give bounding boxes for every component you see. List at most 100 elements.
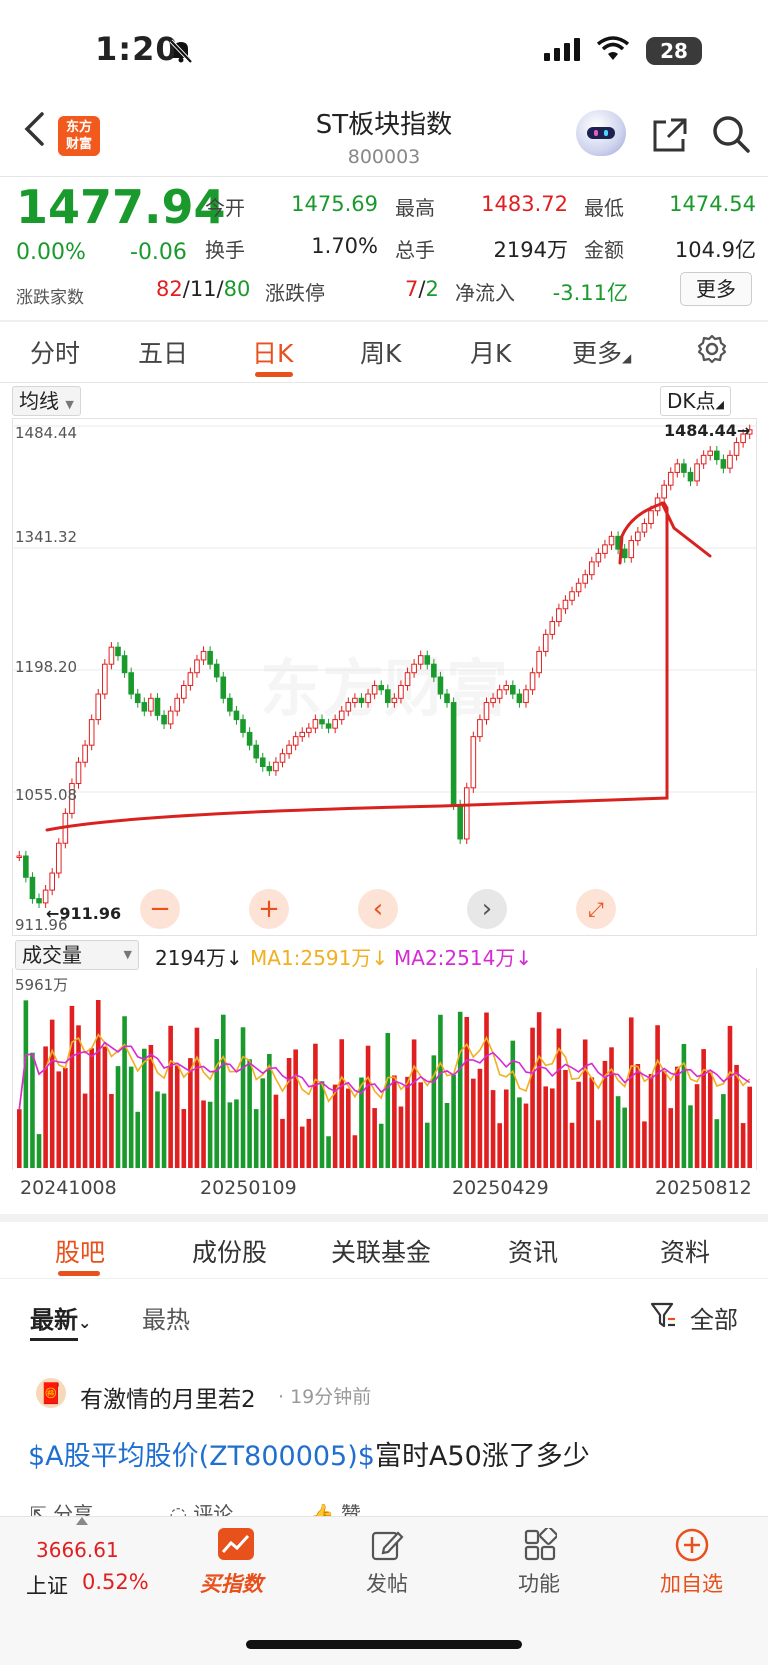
volume-bar [207,1101,213,1168]
sort-newest[interactable]: 最新⌄ [30,1306,92,1334]
candle-body [213,663,220,678]
functions-label[interactable]: 功能 [518,1572,560,1596]
post-label[interactable]: 发帖 [366,1572,408,1596]
cellular-signal-icon [544,38,584,66]
candle-body [628,540,635,559]
candle-body [569,591,575,601]
candle-body [444,693,450,704]
dk-point-button[interactable]: DK点◢ [660,386,731,416]
author-avatar[interactable]: 🧧 [36,1378,66,1408]
buy-index-label[interactable]: 买指数 [200,1572,263,1596]
fullscreen-icon[interactable]: ⤢ [576,889,616,929]
tab-profile[interactable]: 资料 [660,1238,711,1267]
tab-related-funds[interactable]: 关联基金 [331,1238,432,1267]
candle-body [621,548,628,559]
volume-bar [142,1048,147,1168]
low-value: 1474.54 [669,192,756,216]
back-icon[interactable] [22,110,46,157]
post-edit-icon[interactable] [370,1528,404,1566]
volume-bar [174,1065,180,1168]
y-tick-1: 1341.32 [15,528,78,546]
volume-bar [727,1025,733,1168]
index-name[interactable]: 上证 [26,1574,68,1598]
volume-current: 2194万↓ [155,946,243,970]
volume-bar [306,1118,312,1168]
tab-guba[interactable]: 股吧 [55,1238,106,1267]
share-icon[interactable] [651,116,689,158]
candle-body [88,719,95,746]
candle-body [384,689,391,704]
indicator-select[interactable]: 成交量 ▼ [15,940,139,970]
tab-five-day[interactable]: 五日 [138,339,189,368]
volume-bar [359,1077,364,1168]
settings-gear-icon[interactable] [697,334,727,371]
scroll-left-button[interactable]: ‹ [358,889,398,929]
volume-bar [721,1094,726,1168]
zoom-in-button[interactable]: + [249,889,289,929]
volume-ma-line [18,1033,751,1110]
more-button[interactable]: 更多 [680,272,752,306]
ma-select[interactable]: 均线 ▼ [12,386,81,416]
candle-body [233,710,240,721]
candle-body [483,702,490,721]
volume-bar [155,1091,160,1168]
author-name[interactable]: 有激情的月里若2 [80,1387,256,1413]
tab-intraday[interactable]: 分时 [30,339,81,368]
volume-bar [378,1123,384,1168]
candle-body [306,727,312,733]
tab-constituents[interactable]: 成份股 [192,1238,268,1267]
volume-bar [694,1084,700,1168]
volume-bar [168,1025,173,1168]
volume-max-label: 5961万 [15,976,69,994]
add-watchlist-label[interactable]: 加自选 [660,1572,723,1596]
expand-caret-icon[interactable] [76,1517,88,1525]
scroll-right-button[interactable]: › [467,889,507,929]
volume-bar [82,1093,88,1168]
volume-chart[interactable] [12,968,757,1170]
kline-chart[interactable] [12,418,757,936]
assistant-robot-icon[interactable] [576,110,626,156]
tab-monthly-k[interactable]: 月K [470,339,512,368]
volume-bar [372,1108,377,1168]
amount-value: 104.9亿 [674,238,756,262]
candle-body [148,697,154,712]
volume-bar [622,1107,627,1168]
y-tick-2: 1198.20 [15,658,78,676]
candle-body [667,471,674,486]
candle-body [325,723,332,729]
volume-bar [49,1019,55,1168]
index-pct[interactable]: 0.52% [82,1570,149,1594]
turnover-label: 换手 [205,238,245,262]
add-watchlist-icon[interactable] [674,1527,710,1567]
candle-body [727,454,733,469]
volume-bar [661,1071,667,1168]
x-date-2: 20250429 [452,1177,549,1199]
tab-weekly-k[interactable]: 周K [360,339,402,368]
index-value[interactable]: 3666.61 [36,1538,119,1562]
filter-all[interactable]: 全部 [690,1306,738,1334]
search-icon[interactable] [711,114,751,158]
filter-icon[interactable] [650,1301,676,1333]
tab-daily-k[interactable]: 日K [252,339,294,368]
buy-index-icon[interactable] [218,1528,254,1560]
volume-bar [589,1077,595,1168]
functions-grid-icon[interactable] [523,1526,558,1566]
volume-bar [648,1074,654,1168]
volume-bar [161,1093,167,1168]
candle-body [463,787,470,840]
candle-body [575,582,582,593]
tab-news[interactable]: 资讯 [508,1238,559,1267]
sort-hottest[interactable]: 最热 [142,1306,190,1334]
candle-body [582,574,589,584]
candle-body [286,744,292,755]
volume-bar [471,1078,476,1168]
volume-bar [701,1049,706,1168]
tab-more[interactable]: 更多◢ [572,339,632,368]
candle-body [714,450,720,461]
candle-body [536,650,542,674]
volume-bar [313,1043,318,1168]
candle-body [437,676,444,695]
candle-body [279,753,286,763]
post-content[interactable]: $A股平均股价(ZT800005)$富时A50涨了多少 [28,1441,590,1472]
zoom-out-button[interactable]: − [140,889,180,929]
